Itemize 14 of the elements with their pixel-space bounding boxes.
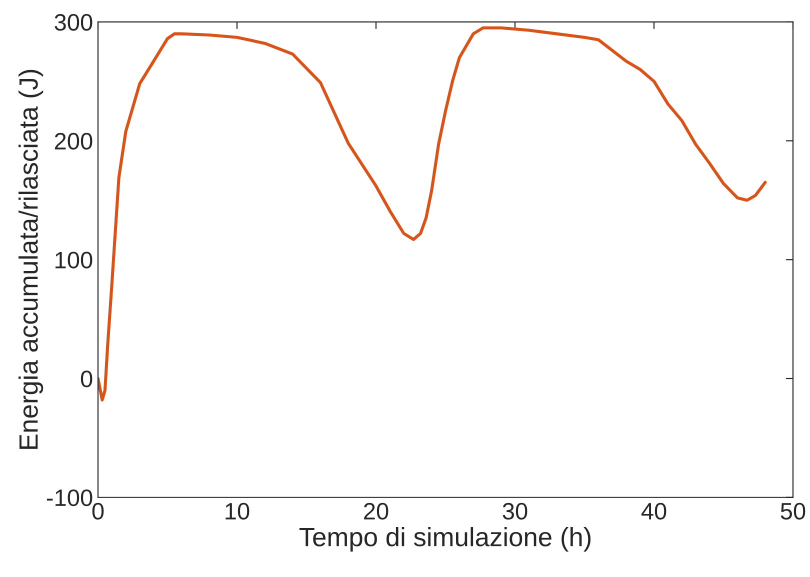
x-tick-label: 50 (780, 502, 806, 520)
y-tick-label: 100 (56, 252, 92, 268)
y-tick-label: 300 (54, 14, 92, 31)
x-tick-label: 40 (641, 502, 666, 520)
x-tick-label: 20 (364, 502, 388, 520)
y-tick-label: 0 (80, 370, 92, 388)
x-tick-label: 0 (92, 502, 104, 520)
x-axis-title: Tempo di simulazione (h) (299, 527, 591, 552)
x-tick-label: 30 (502, 502, 528, 520)
y-tick-label: -100 (46, 489, 92, 506)
line-series (98, 26, 767, 402)
x-tick-label: 10 (226, 502, 250, 520)
y-tick-label: 200 (54, 132, 92, 150)
y-axis-title: Energia accumulata/rilasciata (J) (18, 70, 44, 449)
